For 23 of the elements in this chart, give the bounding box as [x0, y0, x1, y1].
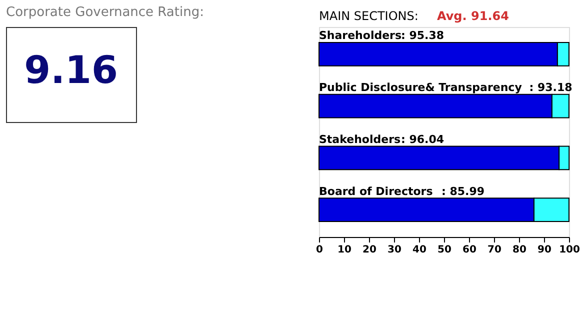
- x-tick-label: 100: [559, 244, 580, 256]
- x-tick-label: 80: [512, 244, 526, 256]
- y-tick-label: Shareholders: [319, 29, 402, 42]
- x-tick-label: 60: [462, 244, 476, 256]
- x-tick-label: 20: [362, 244, 376, 256]
- y-tick-label: Board of Directors: [319, 184, 434, 198]
- x-tick-label: 70: [488, 244, 502, 256]
- chart-title: MAIN SECTIONS:: [319, 9, 418, 23]
- text: 9.16: [24, 48, 118, 92]
- x-tick-label: 10: [338, 244, 352, 256]
- text: Corporate Governance Rating:: [6, 5, 204, 20]
- data-label: : 96.04: [401, 132, 444, 146]
- data-label: : 85.99: [442, 184, 485, 198]
- data-label: : 95.38: [401, 29, 444, 42]
- data-label: : 93.18: [529, 81, 572, 94]
- x-tick-label: 50: [438, 244, 452, 256]
- x-tick-label: 0: [316, 244, 324, 256]
- x-tick-label: 40: [412, 244, 426, 256]
- y-tick-label: Stakeholders: [319, 132, 401, 146]
- x-tick-label: 30: [388, 244, 402, 256]
- x-tick-label: 90: [538, 244, 552, 256]
- y-tick-label: Public Disclosure& Transparency: [319, 81, 522, 94]
- text: Avg. 91.64: [437, 9, 509, 23]
